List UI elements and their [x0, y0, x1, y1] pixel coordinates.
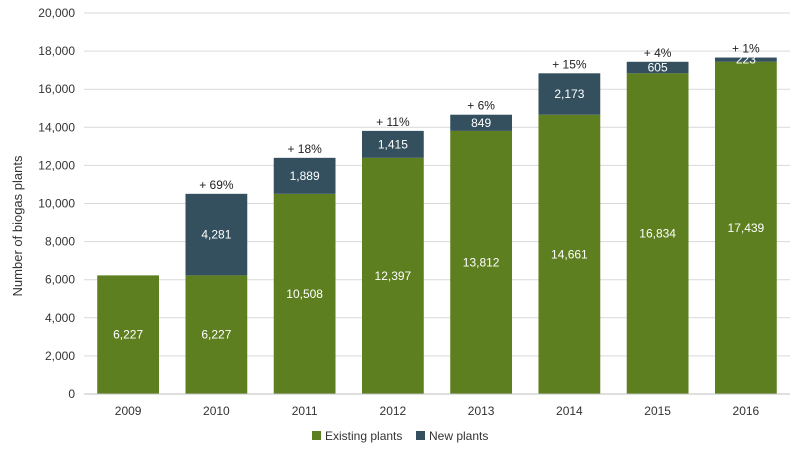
y-tick-label: 20,000: [38, 6, 75, 20]
data-label: 2,173: [554, 87, 584, 101]
y-tick-label: 16,000: [38, 82, 75, 96]
data-label: 12,397: [375, 269, 412, 283]
legend: Existing plants New plants: [312, 429, 488, 443]
data-label: 605: [648, 61, 668, 75]
y-tick-label: 4,000: [45, 311, 75, 325]
bars: 6,227 6,227 4,281 + 69% 10,508 1,889 + 18% 12,3…: [97, 42, 777, 394]
x-tick-label: 2013: [468, 404, 495, 418]
legend-swatch: [416, 431, 425, 440]
bar-existing: [626, 73, 689, 394]
x-axis-ticks: 2009 2010 2011 2012 2013 2014 2015 2016: [115, 404, 760, 418]
y-tick-label: 10,000: [38, 197, 75, 211]
growth-label: + 4%: [644, 46, 672, 60]
x-tick-label: 2014: [556, 404, 583, 418]
growth-label: + 6%: [467, 99, 495, 113]
bar-new: [273, 157, 336, 194]
bar-new: [626, 61, 689, 74]
data-label: 849: [471, 116, 491, 130]
bar-new: [361, 130, 424, 158]
x-tick-label: 2009: [115, 404, 142, 418]
y-tick-label: 14,000: [38, 120, 75, 134]
bar-new: [450, 114, 513, 131]
data-label: 17,439: [728, 221, 765, 235]
bar-existing: [450, 130, 513, 394]
data-label: 223: [736, 53, 756, 67]
growth-label: + 15%: [552, 57, 587, 71]
x-tick-label: 2010: [203, 404, 230, 418]
y-tick-label: 8,000: [45, 235, 75, 249]
growth-label: + 11%: [376, 115, 410, 129]
x-tick-label: 2016: [733, 404, 760, 418]
bar-existing: [97, 275, 160, 394]
data-label: 10,508: [286, 287, 323, 301]
y-tick-label: 12,000: [38, 158, 75, 172]
y-tick-label: 0: [68, 387, 75, 401]
bar-existing: [538, 114, 601, 394]
data-label: 1,415: [378, 137, 408, 151]
legend-label: Existing plants: [325, 429, 402, 443]
y-tick-label: 18,000: [38, 44, 75, 58]
data-label: 6,227: [201, 328, 231, 342]
x-tick-label: 2015: [644, 404, 671, 418]
data-label: 4,281: [201, 228, 231, 242]
bar-existing: [361, 157, 424, 394]
data-label: 14,661: [551, 247, 588, 261]
bar-existing: [185, 275, 248, 394]
bar-new: [538, 73, 601, 115]
growth-label: + 69%: [199, 178, 234, 192]
y-axis-ticks: 0 2,000 4,000 6,000 8,000 10,000 12,000 14,000 1…: [38, 6, 75, 401]
data-label: 6,227: [113, 328, 143, 342]
x-tick-label: 2011: [292, 404, 318, 418]
y-tick-label: 2,000: [45, 349, 75, 363]
y-axis-label: Number of biogas plants: [10, 155, 25, 296]
data-label: 1,889: [290, 169, 320, 183]
legend-swatch: [312, 431, 321, 440]
data-label: 16,834: [639, 227, 676, 241]
legend-label: New plants: [429, 429, 488, 443]
x-tick-label: 2012: [380, 404, 407, 418]
bar-new: [714, 57, 777, 62]
y-tick-label: 6,000: [45, 273, 75, 287]
growth-label: + 18%: [287, 142, 322, 156]
growth-label: + 1%: [732, 42, 760, 56]
bar-existing: [273, 193, 336, 394]
bar-existing: [714, 61, 777, 394]
data-label: 13,812: [463, 255, 500, 269]
bar-new: [185, 193, 248, 276]
